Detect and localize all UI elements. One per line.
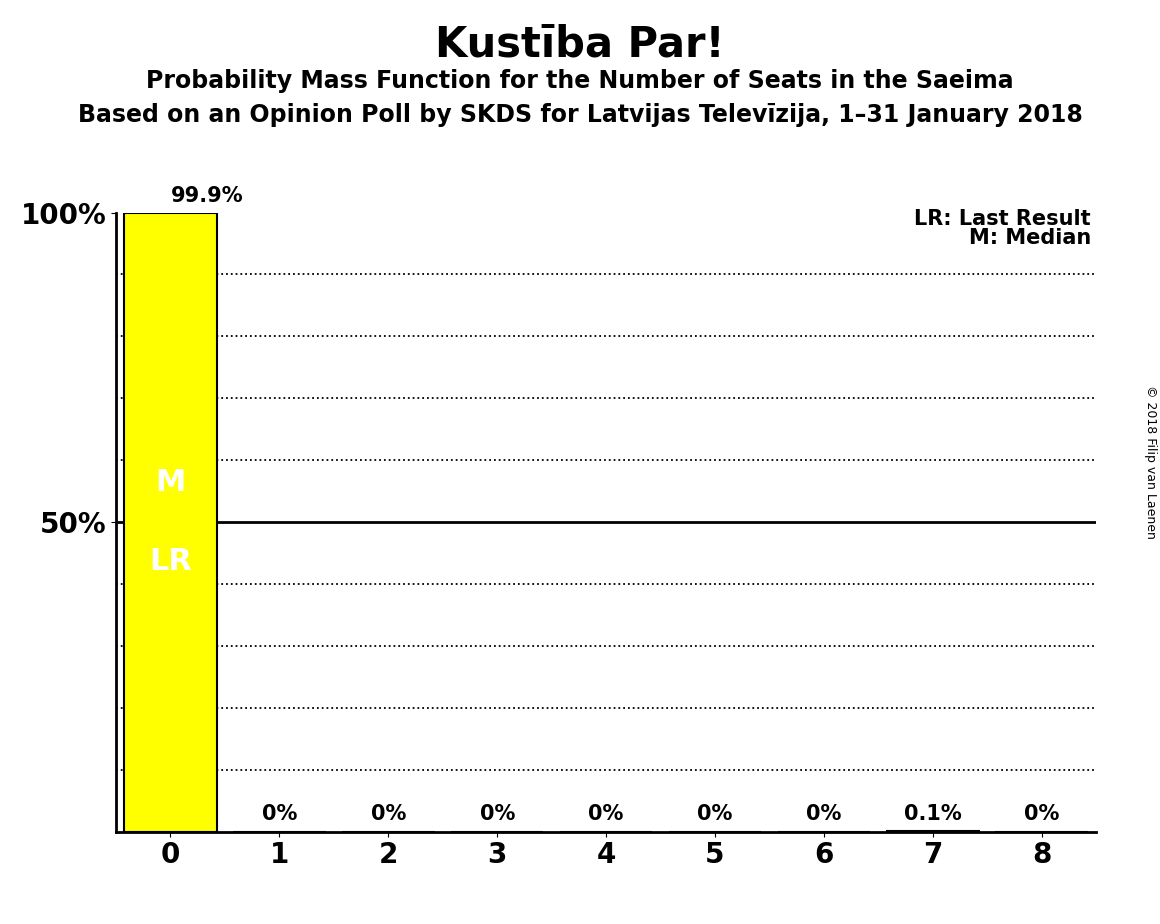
- Text: © 2018 Filip van Laenen: © 2018 Filip van Laenen: [1144, 385, 1158, 539]
- Text: 0%: 0%: [479, 804, 515, 824]
- Bar: [124, 213, 217, 832]
- Text: LR: Last Result: LR: Last Result: [914, 210, 1090, 229]
- Text: 0%: 0%: [697, 804, 733, 824]
- Text: 0%: 0%: [806, 804, 842, 824]
- Text: Probability Mass Function for the Number of Seats in the Saeima: Probability Mass Function for the Number…: [146, 69, 1014, 93]
- Text: Based on an Opinion Poll by SKDS for Latvijas Televīzija, 1–31 January 2018: Based on an Opinion Poll by SKDS for Lat…: [78, 103, 1082, 128]
- Text: 0.1%: 0.1%: [904, 804, 962, 824]
- Text: M: Median: M: Median: [969, 228, 1090, 248]
- Text: 0%: 0%: [588, 804, 624, 824]
- Text: M: M: [155, 468, 186, 497]
- Text: 0%: 0%: [370, 804, 406, 824]
- Text: Kustība Par!: Kustība Par!: [435, 23, 725, 65]
- Text: 99.9%: 99.9%: [171, 186, 244, 206]
- Text: 0%: 0%: [262, 804, 297, 824]
- Text: LR: LR: [148, 547, 191, 576]
- Text: 0%: 0%: [1024, 804, 1059, 824]
